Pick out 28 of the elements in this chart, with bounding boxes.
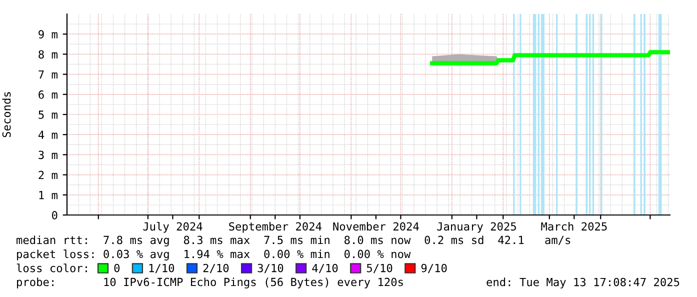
- legend-label: 0: [114, 264, 120, 272]
- legend-label: 9/10: [421, 264, 447, 274]
- x-tick-label: November 2024: [333, 222, 419, 231]
- text: probe: 10 IPv6-ICMP Echo Pings (56 Bytes) every 120s: [17, 278, 403, 288]
- y-tick-label: 4 m: [38, 130, 58, 139]
- y-tick-label: 7 m: [38, 70, 58, 79]
- x-tick-label: January 2025: [437, 222, 516, 233]
- legend-label: 1/10: [149, 264, 174, 274]
- legend-label: 2/10: [203, 264, 229, 274]
- x-tick-label: March 2025: [541, 222, 607, 231]
- y-tick-label: 1 m: [39, 191, 58, 200]
- text: loss color:: [16, 264, 87, 272]
- x-tick-label: September 2024: [229, 222, 322, 233]
- legend-label: 5/10: [366, 264, 392, 274]
- text: median rtt: 7.8 ms avg 8.3 ms max 7.5 ms min 8.0 ms now 0.2 ms sd 42.1 am/s: [16, 236, 570, 246]
- y-tick-label: 3 m: [38, 150, 58, 160]
- y-axis-title: Seconds: [2, 92, 11, 138]
- legend-label: 4/10: [312, 264, 338, 274]
- legend-label: 3/10: [258, 264, 284, 274]
- y-tick-label: 2 m: [38, 170, 58, 180]
- text: packet loss: 0.03 % avg 1.94 % max 0.00 % min 0.00 % now: [17, 250, 411, 260]
- x-tick-label: July 2024: [143, 222, 202, 233]
- text: end: Tue May 13 17:08:47 2025: [486, 278, 680, 288]
- y-tick-label: 6 m: [38, 90, 58, 99]
- y-tick-label: 9 m: [38, 30, 58, 39]
- y-tick-label: 0: [52, 211, 58, 220]
- y-tick-label: 5 m: [38, 110, 58, 119]
- y-tick-label: 8 m: [38, 50, 58, 59]
